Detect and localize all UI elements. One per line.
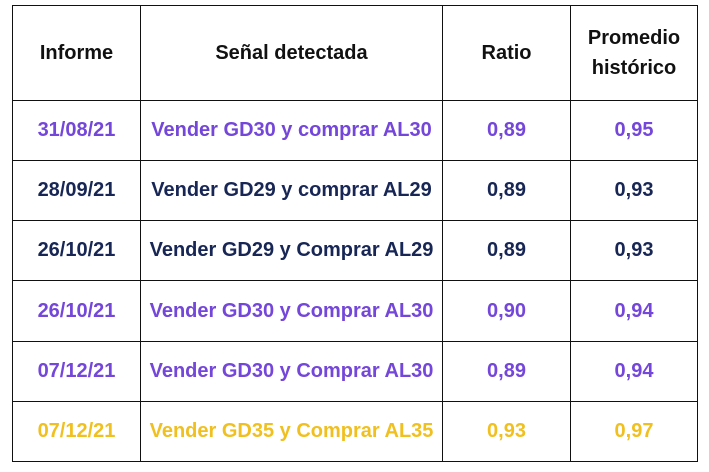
table-body: 31/08/21 Vender GD30 y comprar AL30 0,89 0,… xyxy=(12,99,698,463)
table-row: 31/08/21 Vender GD30 y comprar AL30 0,89 0,… xyxy=(12,99,698,162)
table-cell: 31/08/21 xyxy=(12,99,141,162)
table-cell: 0,97 xyxy=(570,400,698,463)
table-cell: Vender GD30 y Comprar AL30 xyxy=(140,280,443,342)
signal-table: Informe Señal detectada Ratio Promedio hist… xyxy=(12,5,698,463)
table-cell: 26/10/21 xyxy=(12,280,141,342)
header-cell: Informe xyxy=(12,5,141,101)
table-cell: 0,89 xyxy=(442,340,571,402)
table-cell: Vender GD35 y Comprar AL35 xyxy=(140,400,443,463)
table-cell: Vender GD29 y Comprar AL29 xyxy=(140,220,443,282)
header-cell: Promedio histórico xyxy=(570,5,698,101)
table-cell: 0,94 xyxy=(570,340,698,402)
table-row: 26/10/21 Vender GD29 y Comprar AL29 0,89 0,… xyxy=(12,220,698,282)
table-cell: 0,94 xyxy=(570,280,698,342)
table-row: 28/09/21 Vender GD29 y comprar AL29 0,89 0,… xyxy=(12,160,698,222)
table-cell: Vender GD29 y comprar AL29 xyxy=(140,160,443,222)
table-cell: 0,93 xyxy=(570,160,698,222)
table-cell: 07/12/21 xyxy=(12,400,141,463)
table-cell: 0,89 xyxy=(442,99,571,162)
table-cell: 0,93 xyxy=(442,400,571,463)
table-cell: 28/09/21 xyxy=(12,160,141,222)
table-cell: 26/10/21 xyxy=(12,220,141,282)
table-cell: 0,95 xyxy=(570,99,698,162)
header-row: Informe Señal detectada Ratio Promedio hist… xyxy=(12,5,698,101)
header-cell: Ratio xyxy=(442,5,571,101)
table-cell: 0,93 xyxy=(570,220,698,282)
table-cell: 0,90 xyxy=(442,280,571,342)
table-cell: 0,89 xyxy=(442,220,571,282)
table-row: 26/10/21 Vender GD30 y Comprar AL30 0,90 0,… xyxy=(12,280,698,342)
table-row: 07/12/21 Vender GD35 y Comprar AL35 0,93 0,… xyxy=(12,400,698,463)
header-cell: Señal detectada xyxy=(140,5,443,101)
table-row: 07/12/21 Vender GD30 y Comprar AL30 0,89 0,… xyxy=(12,340,698,402)
table-cell: Vender GD30 y comprar AL30 xyxy=(140,99,443,162)
table-cell: 07/12/21 xyxy=(12,340,141,402)
table-cell: 0,89 xyxy=(442,160,571,222)
table-cell: Vender GD30 y Comprar AL30 xyxy=(140,340,443,402)
